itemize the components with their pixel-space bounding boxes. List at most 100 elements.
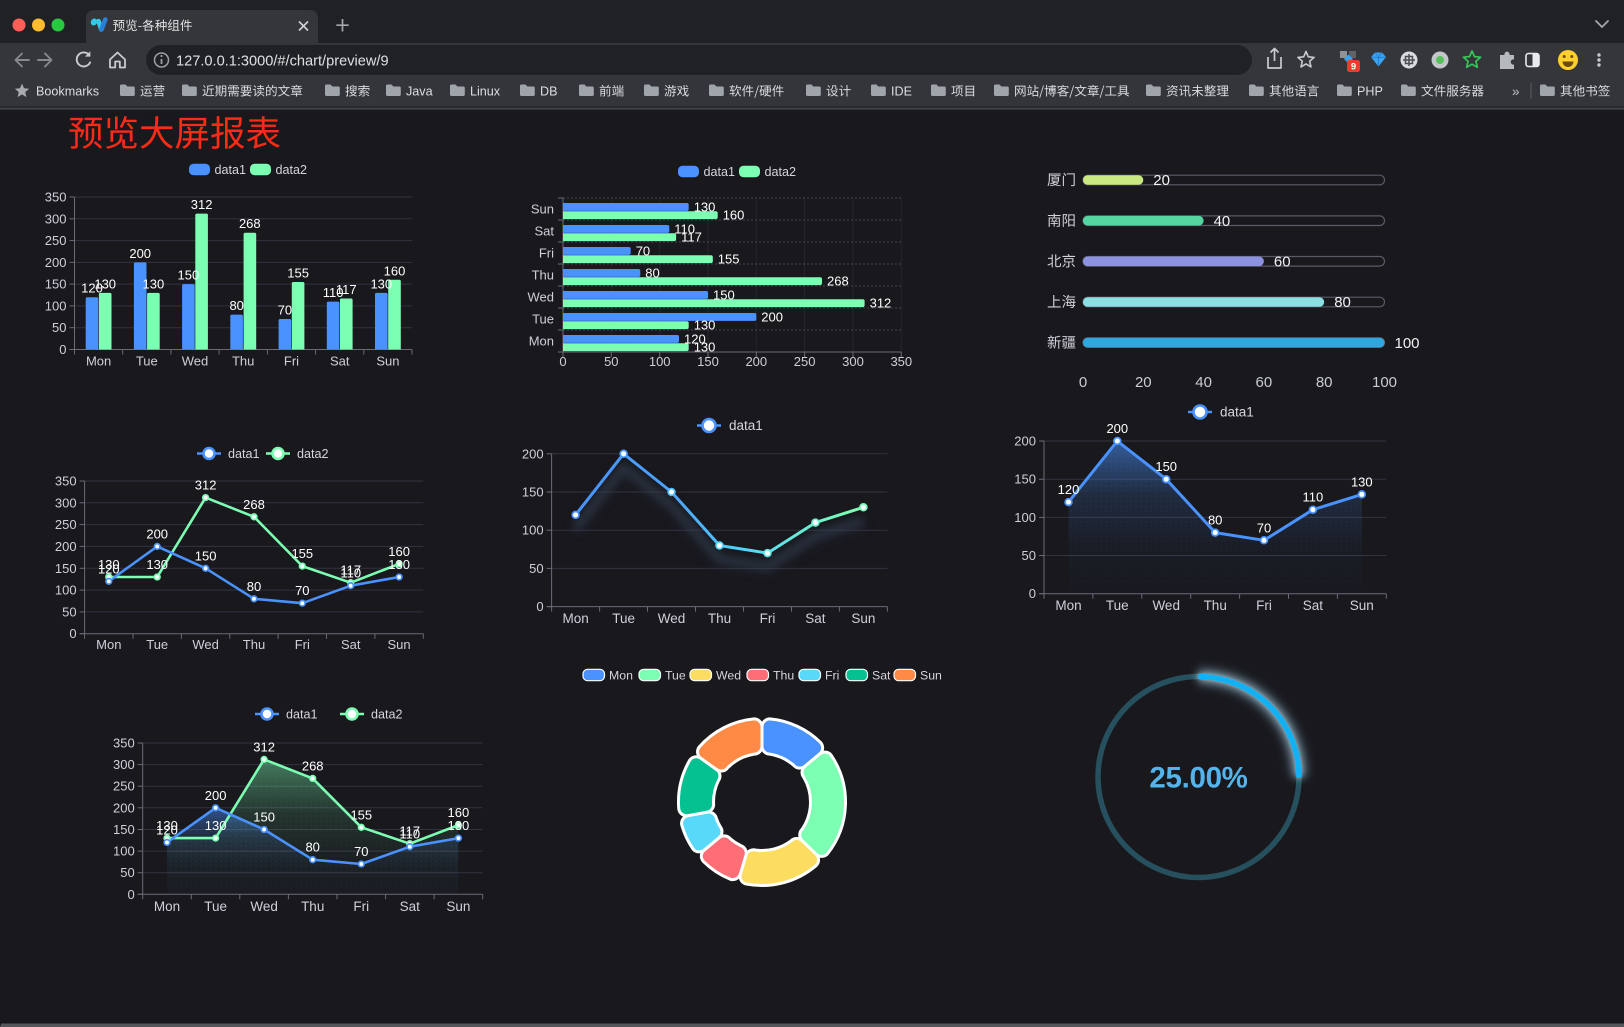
svg-text:data1: data1: [215, 163, 247, 177]
svg-text:155: 155: [287, 266, 309, 281]
svg-text:150: 150: [1155, 459, 1177, 474]
svg-text:Sat: Sat: [534, 224, 554, 239]
svg-text:Wed: Wed: [192, 637, 219, 652]
svg-text:100: 100: [1395, 335, 1420, 352]
svg-text:130: 130: [98, 557, 120, 572]
svg-text:250: 250: [45, 233, 67, 248]
svg-text:200: 200: [761, 309, 783, 324]
svg-text:PHP: PHP: [1357, 85, 1383, 99]
svg-text:Fri: Fri: [760, 611, 776, 626]
svg-text:40: 40: [1214, 213, 1231, 230]
svg-text:80: 80: [229, 298, 243, 313]
svg-text:Sun: Sun: [388, 637, 411, 652]
svg-text:data1: data1: [704, 165, 736, 179]
svg-text:Fri: Fri: [1256, 598, 1272, 613]
svg-text:110: 110: [323, 285, 344, 300]
svg-text:70: 70: [295, 583, 309, 598]
svg-text:130: 130: [370, 276, 392, 291]
svg-text:Wed: Wed: [716, 669, 741, 683]
svg-text:70: 70: [278, 303, 292, 318]
svg-text:200: 200: [129, 246, 151, 261]
svg-text:25.00%: 25.00%: [1149, 762, 1247, 795]
svg-text:Sat: Sat: [1303, 598, 1324, 613]
svg-text:150: 150: [522, 485, 544, 500]
svg-text:Thu: Thu: [532, 268, 554, 283]
svg-text:120: 120: [1058, 482, 1080, 497]
svg-text:0: 0: [69, 626, 76, 641]
svg-text:268: 268: [239, 216, 261, 231]
svg-text:Tue: Tue: [146, 637, 168, 652]
svg-text:Tue: Tue: [612, 611, 635, 626]
svg-text:Sat: Sat: [400, 899, 421, 914]
svg-text:268: 268: [302, 758, 324, 773]
svg-text:Sun: Sun: [376, 354, 399, 369]
svg-text:Wed: Wed: [182, 354, 209, 369]
svg-text:200: 200: [146, 526, 168, 541]
svg-text:Thu: Thu: [708, 611, 731, 626]
svg-text:20: 20: [1135, 374, 1152, 391]
svg-text:312: 312: [870, 296, 892, 311]
svg-text:350: 350: [55, 474, 77, 489]
svg-text:155: 155: [718, 252, 740, 267]
svg-text:data1: data1: [228, 447, 260, 461]
svg-text:100: 100: [1014, 510, 1036, 525]
svg-text:Thu: Thu: [773, 669, 794, 683]
svg-text:Sat: Sat: [341, 637, 361, 652]
svg-text:130: 130: [694, 318, 716, 333]
svg-text:130: 130: [146, 557, 168, 572]
svg-text:250: 250: [55, 517, 77, 532]
svg-text:Mon: Mon: [529, 334, 554, 349]
svg-text:130: 130: [448, 818, 470, 833]
svg-text:0: 0: [1029, 586, 1036, 601]
svg-text:Fri: Fri: [825, 669, 839, 683]
svg-text:120: 120: [156, 822, 178, 837]
svg-text:Fri: Fri: [539, 246, 554, 261]
svg-text:Sun: Sun: [920, 669, 942, 683]
svg-text:80: 80: [1316, 374, 1333, 391]
svg-text:Fri: Fri: [284, 354, 299, 369]
svg-text:130: 130: [143, 276, 165, 291]
svg-text:300: 300: [55, 495, 77, 510]
svg-text:Sun: Sun: [851, 611, 875, 626]
svg-text:Sun: Sun: [531, 202, 554, 217]
svg-text:0: 0: [1079, 374, 1087, 391]
svg-text:130: 130: [694, 199, 716, 214]
svg-text:Tue: Tue: [532, 312, 554, 327]
svg-text:200: 200: [1014, 434, 1036, 449]
svg-text:80: 80: [305, 840, 319, 855]
svg-text:150: 150: [178, 268, 200, 283]
svg-text:0: 0: [559, 354, 566, 369]
svg-text:130: 130: [205, 818, 227, 833]
svg-text:Thu: Thu: [232, 354, 254, 369]
svg-text:Thu: Thu: [301, 899, 324, 914]
svg-text:150: 150: [697, 354, 719, 369]
svg-text:160: 160: [448, 805, 470, 820]
svg-text:117: 117: [340, 563, 361, 578]
svg-text:data2: data2: [297, 447, 329, 461]
svg-text:data1: data1: [1220, 405, 1254, 420]
svg-text:100: 100: [522, 523, 544, 538]
svg-text:150: 150: [253, 810, 275, 825]
svg-text:350: 350: [890, 354, 912, 369]
svg-text:80: 80: [247, 579, 261, 594]
svg-text:50: 50: [52, 320, 66, 335]
svg-text:150: 150: [55, 561, 77, 576]
svg-text:100: 100: [45, 298, 67, 313]
svg-text:110: 110: [399, 827, 420, 842]
svg-text:117: 117: [336, 282, 357, 297]
svg-text:312: 312: [253, 739, 275, 754]
svg-text:150: 150: [45, 277, 67, 292]
svg-text:200: 200: [522, 446, 544, 461]
svg-text:Tue: Tue: [665, 669, 686, 683]
svg-text:Fri: Fri: [353, 899, 369, 914]
svg-text:Linux: Linux: [470, 85, 501, 99]
svg-text:50: 50: [1022, 548, 1036, 563]
svg-text:110: 110: [1303, 490, 1324, 505]
svg-text:Wed: Wed: [658, 611, 686, 626]
svg-text:200: 200: [45, 255, 67, 270]
svg-text:250: 250: [794, 354, 816, 369]
svg-text:Sat: Sat: [805, 611, 826, 626]
svg-text:50: 50: [120, 865, 134, 880]
svg-text:Thu: Thu: [1204, 598, 1227, 613]
svg-text:Fri: Fri: [295, 637, 310, 652]
